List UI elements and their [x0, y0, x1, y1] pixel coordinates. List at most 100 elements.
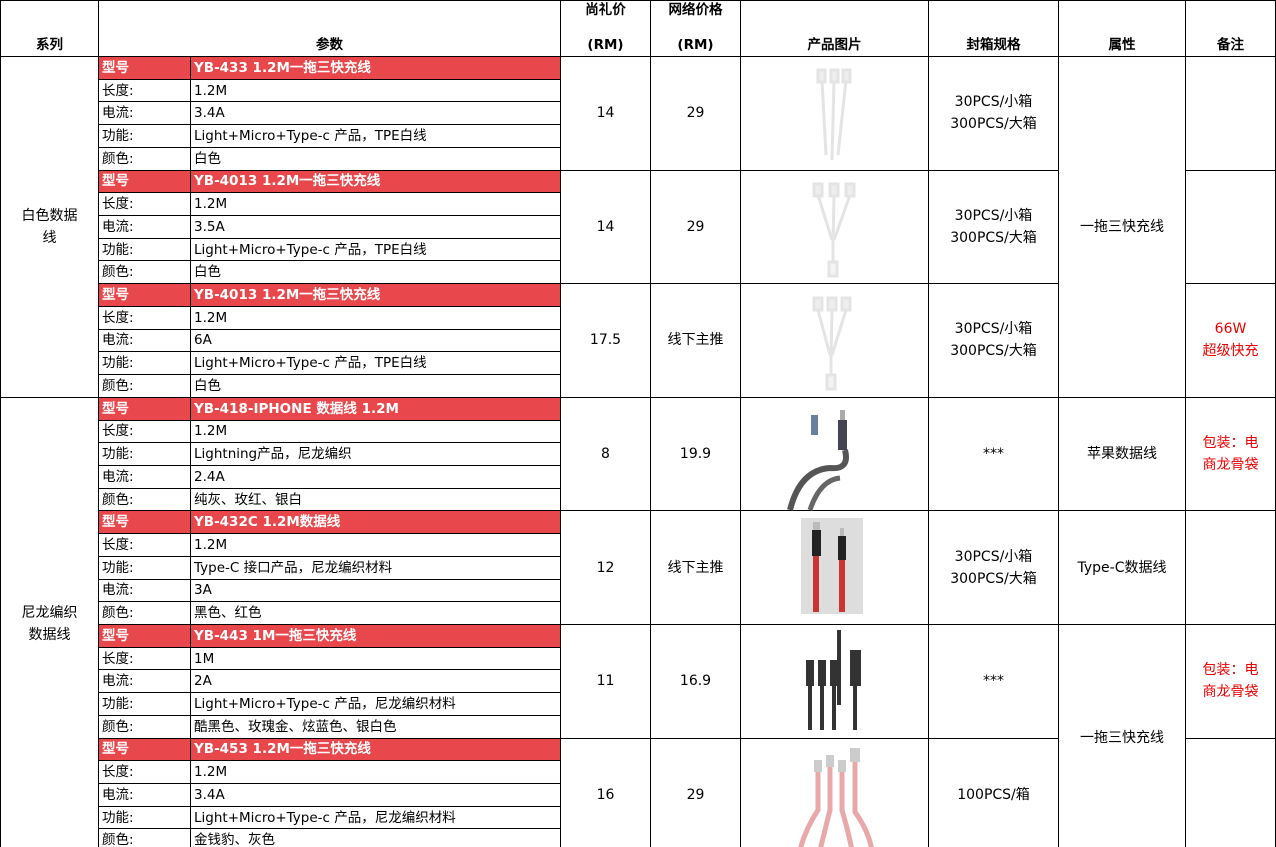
model: YB-4013 1.2M一拖三快充线 — [190, 283, 561, 307]
spec-value: 1.2M — [190, 419, 561, 444]
spec-value-text: Lightning产品，尼龙编织 — [194, 446, 352, 463]
spec-value-text: 黑色、红色 — [194, 605, 262, 622]
spec-label: 电流: — [98, 215, 191, 239]
image-cell — [740, 56, 929, 171]
spec-label: 电流: — [98, 578, 191, 603]
note-text: 包装：电 — [1202, 435, 1259, 452]
spec-label: 颜色: — [98, 260, 191, 285]
spec-label-text: 颜色: — [102, 150, 134, 167]
spec-value-text: Light+Micro+Type-c 产品，尼龙编织材料 — [194, 696, 456, 713]
model: YB-433 1.2M一拖三快充线 — [190, 56, 561, 80]
price: 12 — [560, 510, 651, 625]
spec-value: 1.2M — [190, 192, 561, 217]
spec-label: 电流: — [98, 464, 191, 489]
price: 17.5 — [560, 283, 651, 398]
spec-value: 2.4A — [190, 464, 561, 489]
spec-value-text: Light+Micro+Type-c 产品，TPE白线 — [194, 355, 427, 372]
packing-text: 30PCS/小箱 — [954, 321, 1033, 338]
spec-label: 电流: — [98, 783, 191, 807]
spec-label: 长度: — [98, 760, 191, 785]
net-price-text: 16.9 — [679, 673, 712, 690]
spec-value-text: 金钱豹、灰色 — [194, 832, 275, 847]
header-note: 备注 — [1185, 0, 1276, 57]
price: 8 — [560, 396, 651, 512]
spec-value: Light+Micro+Type-c 产品，尼龙编织材料 — [190, 692, 561, 716]
note: 包装：电商龙骨袋 — [1185, 396, 1276, 512]
spec-label: 功能: — [98, 692, 191, 716]
spec-value-text: 白色 — [194, 264, 221, 281]
packing-text: 300PCS/大箱 — [950, 570, 1037, 587]
net-price: 线下主推 — [650, 283, 741, 398]
net-price-text: 29 — [686, 105, 705, 122]
model-label: 型号 — [98, 510, 191, 535]
price: 11 — [560, 624, 651, 739]
spec-label: 长度: — [98, 646, 191, 671]
packing: 30PCS/小箱 300PCS/大箱 — [928, 56, 1059, 171]
spec-value-text: 3A — [194, 582, 212, 599]
spec-label-text: 电流: — [102, 105, 134, 122]
packing-text: 300PCS/大箱 — [950, 229, 1037, 246]
packing-text: 30PCS/小箱 — [954, 94, 1033, 111]
spec-label: 颜色: — [98, 487, 191, 512]
spec-value-text: 纯灰、玫红、银白 — [194, 491, 302, 508]
spec-value-text: 1.2M — [194, 423, 228, 440]
model-text: YB-432C 1.2M数据线 — [194, 514, 341, 531]
model-text: YB-4013 1.2M一拖三快充线 — [194, 173, 381, 190]
spec-value: 3.4A — [190, 783, 561, 807]
spec-label-text: 颜色: — [102, 718, 134, 735]
header-packing-text: 封箱规格 — [966, 37, 1021, 53]
series-name-text: 白色数据 — [21, 207, 78, 224]
note-text: 商龙骨袋 — [1202, 457, 1259, 474]
price: 14 — [560, 56, 651, 171]
image-cell — [740, 737, 929, 847]
attribute-text: 一拖三快充线 — [1080, 218, 1164, 235]
spec-label-text: 电流: — [102, 468, 134, 485]
spec-label-text: 电流: — [102, 218, 134, 235]
model: YB-418-IPHONE 数据线 1.2M — [190, 396, 561, 421]
spec-label-text: 功能: — [102, 559, 134, 576]
attribute-text: 一拖三快充线 — [1080, 730, 1164, 747]
spec-value-text: Light+Micro+Type-c 产品，TPE白线 — [194, 128, 427, 145]
model-label-text: 型号 — [102, 287, 129, 304]
spec-value-text: 3.4A — [194, 105, 225, 122]
price-text: 14 — [596, 105, 615, 122]
spec-label: 功能: — [98, 805, 191, 830]
spec-value: 2A — [190, 669, 561, 694]
spec-label-text: 长度: — [102, 309, 134, 326]
net-price: 线下主推 — [650, 510, 741, 625]
attribute: 一拖三快充线 — [1058, 56, 1186, 398]
net-price-text: 19.9 — [679, 446, 712, 463]
price: 16 — [560, 737, 651, 847]
spec-value: 黑色、红色 — [190, 601, 561, 625]
model-label-text: 型号 — [102, 59, 129, 76]
spec-label-text: 颜色: — [102, 491, 134, 508]
spec-value: Lightning产品，尼龙编织 — [190, 442, 561, 466]
spec-label-text: 长度: — [102, 423, 134, 440]
model-label: 型号 — [98, 396, 191, 421]
model-text: YB-443 1M一拖三快充线 — [194, 627, 357, 644]
spec-value: 1.2M — [190, 533, 561, 557]
model-label-text: 型号 — [102, 173, 129, 190]
spec-label: 电流: — [98, 669, 191, 694]
image-cell — [740, 624, 929, 739]
spec-label: 长度: — [98, 305, 191, 330]
header-attribute-text: 属性 — [1108, 37, 1136, 53]
note-text: 包装：电 — [1202, 662, 1259, 679]
header-image: 产品图片 — [740, 0, 929, 57]
packing: 30PCS/小箱 300PCS/大箱 — [928, 510, 1059, 625]
attribute-text: Type-C数据线 — [1077, 559, 1167, 576]
spec-value-text: 3.4A — [194, 786, 225, 803]
note-text: 超级快充 — [1202, 343, 1259, 360]
spec-value: Light+Micro+Type-c 产品，TPE白线 — [190, 351, 561, 376]
price-text: 12 — [596, 559, 615, 576]
header-series: 系列 — [0, 0, 99, 57]
packing: 30PCS/小箱 300PCS/大箱 — [928, 283, 1059, 398]
attribute: 一拖三快充线 — [1058, 624, 1186, 847]
spec-label: 长度: — [98, 533, 191, 557]
net-price-text: 线下主推 — [667, 559, 724, 576]
spec-label: 颜色: — [98, 828, 191, 847]
spec-value-text: 1M — [194, 650, 215, 667]
attribute: Type-C数据线 — [1058, 510, 1186, 625]
model-text: YB-418-IPHONE 数据线 1.2M — [194, 400, 399, 417]
spec-label: 电流: — [98, 101, 191, 126]
